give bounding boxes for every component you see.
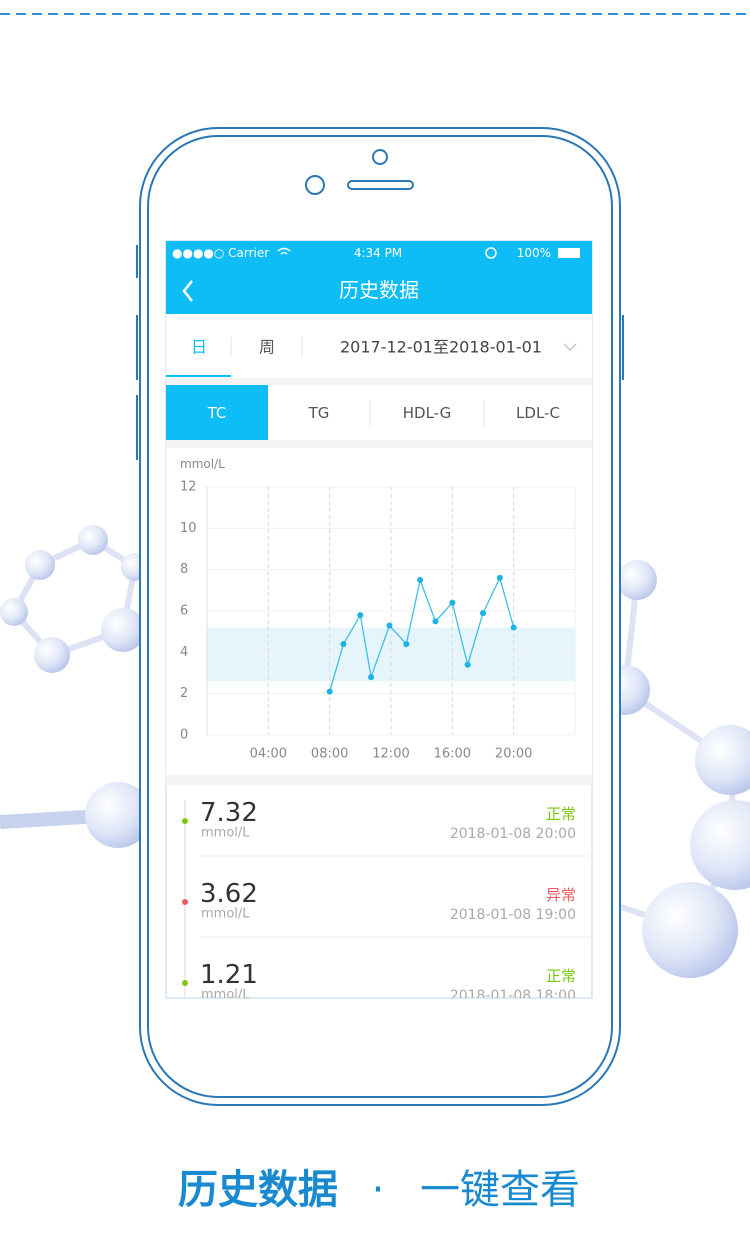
data-point [403, 641, 410, 648]
caption-main: 历史数据 [178, 1167, 338, 1213]
data-point [496, 574, 503, 581]
wifi-icon [277, 247, 291, 255]
data-point [368, 674, 375, 681]
metric-tab[interactable]: LDL-C [516, 404, 560, 422]
status-dot [182, 818, 188, 824]
data-point [480, 610, 486, 617]
page-title: 历史数据 [339, 278, 419, 302]
record-value: 1.21 [200, 960, 258, 990]
data-point [340, 641, 347, 648]
molecule-decoration [0, 525, 750, 978]
record-datetime: 2018-01-08 20:00 [450, 826, 576, 842]
y-tick-label: 0 [180, 728, 188, 743]
back-button[interactable] [182, 280, 193, 302]
y-tick-label: 2 [180, 686, 188, 701]
record-value: 7.32 [200, 798, 258, 828]
lock-icon [485, 247, 497, 259]
record-status: 正常 [546, 967, 576, 985]
dropdown-arrow[interactable] [563, 343, 577, 351]
period-bar [166, 314, 592, 378]
data-point [386, 622, 393, 629]
status-dot [182, 980, 188, 986]
clock: 4:34 PM [354, 246, 402, 260]
y-axis-label: mmol/L [180, 457, 225, 471]
caption-sub: 一键查看 [420, 1167, 580, 1213]
x-tick-label: 20:00 [495, 747, 532, 762]
x-tick-label: 04:00 [250, 747, 287, 762]
status-dot [182, 899, 188, 905]
data-point [449, 599, 456, 606]
data-point [464, 661, 471, 668]
y-tick-label: 10 [180, 521, 197, 536]
gap [166, 378, 592, 385]
x-tick-label: 08:00 [311, 747, 348, 762]
metric-tab-active [166, 385, 268, 440]
gap [166, 775, 592, 785]
record-datetime: 2018-01-08 18:00 [450, 988, 576, 1004]
x-tick-label: 16:00 [434, 747, 471, 762]
metric-tab[interactable]: TG [308, 404, 330, 422]
data-point [432, 618, 439, 625]
y-tick-label: 8 [180, 562, 188, 577]
y-tick-label: 4 [180, 645, 188, 660]
record-unit: mmol/L [201, 907, 250, 922]
record-datetime: 2018-01-08 19:00 [450, 907, 576, 923]
date-range[interactable]: 2017-12-01至2018-01-01 [340, 338, 542, 357]
data-point [417, 577, 424, 583]
carrier: ●●●●○ Carrier [172, 246, 269, 260]
battery-level: 100% [517, 246, 551, 260]
app-screen: ●●●●○ Carrier 4:34 PM 100% 历史数据 2017-12-… [166, 241, 592, 1004]
caption-separator: · [372, 1167, 385, 1213]
record-unit: mmol/L [201, 826, 250, 841]
record-unit: mmol/L [201, 988, 250, 1003]
data-point [326, 688, 333, 695]
y-tick-label: 6 [180, 604, 188, 619]
data-point [357, 612, 364, 619]
period-tab[interactable]: 周 [259, 338, 275, 357]
tab-underline [166, 375, 231, 377]
gap [166, 440, 592, 448]
metric-tab[interactable]: TC [207, 404, 227, 422]
record-status: 异常 [546, 886, 576, 904]
y-tick-label: 12 [180, 480, 197, 495]
period-tab[interactable]: 日 [191, 338, 207, 357]
metric-tab[interactable]: HDL-G [403, 404, 452, 422]
battery-icon [558, 248, 580, 258]
record-value: 3.62 [200, 879, 258, 909]
data-point [510, 624, 517, 631]
x-tick-label: 12:00 [372, 747, 409, 762]
header-bar [166, 241, 592, 314]
record-status: 正常 [546, 805, 576, 823]
